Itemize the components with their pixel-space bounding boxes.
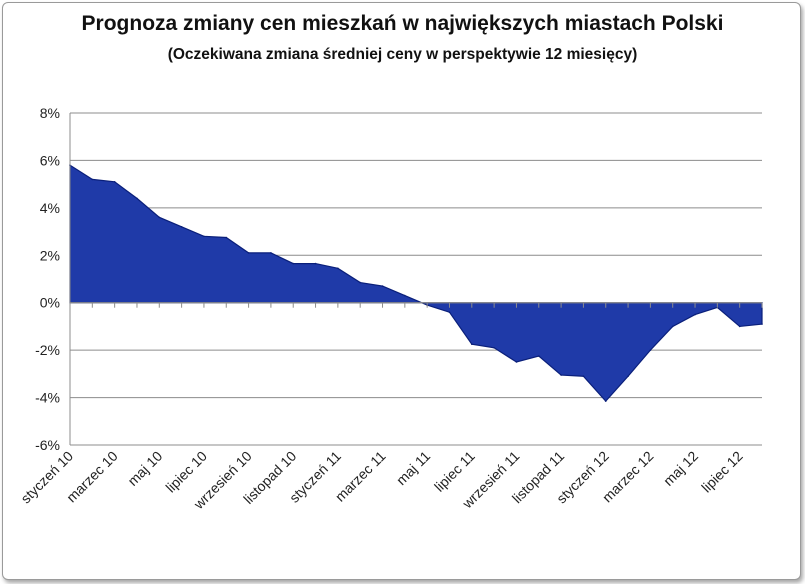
x-tick-label: maj 11 <box>393 448 433 488</box>
data-point <box>91 178 94 181</box>
area-fill <box>69 164 763 403</box>
data-point <box>627 375 629 378</box>
data-point <box>493 346 495 349</box>
data-point <box>292 262 295 265</box>
data-point <box>225 236 228 239</box>
data-point <box>158 216 161 219</box>
data-point <box>649 349 652 351</box>
data-point <box>604 400 607 402</box>
y-tick-label: 4% <box>40 200 60 216</box>
y-tick-label: 2% <box>40 247 60 263</box>
y-tick-label: 8% <box>40 105 60 121</box>
data-point <box>359 281 361 284</box>
y-tick-label: -2% <box>35 342 60 358</box>
chart-subtitle: (Oczekiwana zmiana średniej ceny w persp… <box>167 46 638 63</box>
data-point <box>381 285 384 287</box>
data-point <box>738 325 741 328</box>
y-tick-label: -4% <box>35 390 60 406</box>
data-point <box>448 311 451 314</box>
x-tick-label: maj 12 <box>660 448 701 489</box>
data-point <box>761 323 763 325</box>
chart-title: Prognoza zmiany cen mieszkań w największ… <box>81 12 724 35</box>
data-point <box>337 267 339 270</box>
data-point <box>560 374 562 376</box>
data-point <box>180 226 183 228</box>
y-tick-labels: 8% 6% 4% 2% 0% -2% -4% -6% <box>35 105 60 453</box>
data-point <box>694 313 696 316</box>
data-point <box>515 361 518 363</box>
data-point <box>113 180 116 183</box>
data-point <box>270 252 272 254</box>
x-tick-label: maj 10 <box>124 448 165 489</box>
data-point <box>671 325 674 328</box>
x-tick-label: lipiec 12 <box>698 448 746 496</box>
data-point <box>471 343 473 346</box>
data-point <box>136 197 138 200</box>
data-point <box>314 262 317 265</box>
data-point <box>537 355 540 357</box>
area-series <box>69 164 763 403</box>
data-point <box>203 235 205 238</box>
y-tick-label: 6% <box>40 152 60 168</box>
data-point <box>247 252 250 254</box>
data-point <box>582 375 585 378</box>
axes <box>69 113 763 445</box>
y-tick-label: 0% <box>40 295 60 311</box>
y-tick-label: -6% <box>35 437 60 453</box>
data-point <box>404 294 406 297</box>
